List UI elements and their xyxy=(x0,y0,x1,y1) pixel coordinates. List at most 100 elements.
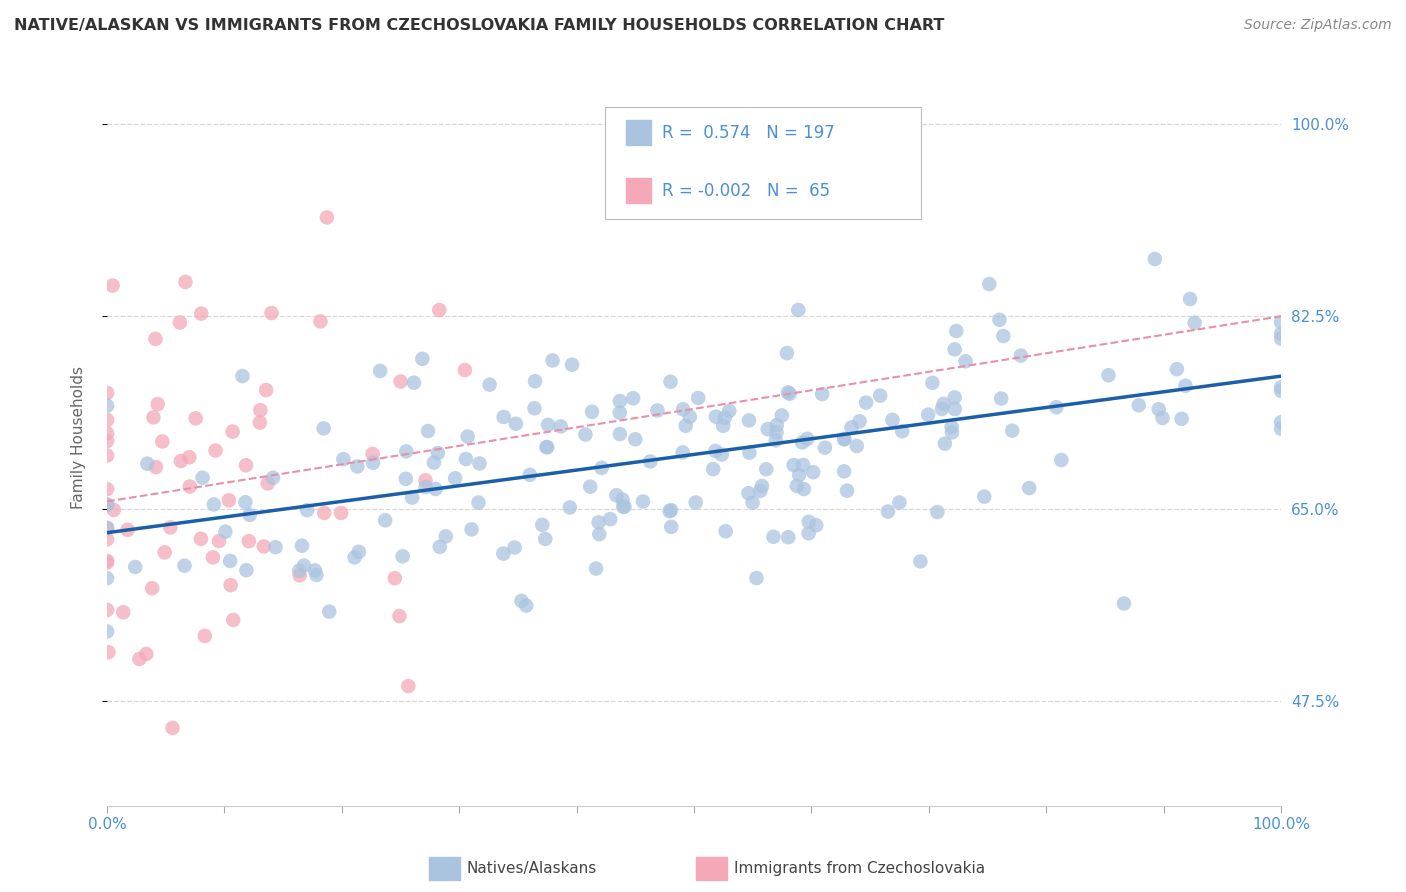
Point xyxy=(96,497,118,511)
Point xyxy=(468,457,491,471)
Point xyxy=(579,480,602,494)
Point xyxy=(738,445,761,459)
Point xyxy=(291,539,314,553)
Point xyxy=(194,629,217,643)
Point xyxy=(361,447,384,461)
Point xyxy=(988,313,1011,327)
Point xyxy=(659,520,682,534)
Point xyxy=(832,433,855,447)
Point xyxy=(756,422,779,436)
Point xyxy=(292,558,315,573)
Point xyxy=(612,492,634,507)
Point xyxy=(1097,368,1119,383)
Point xyxy=(97,645,120,659)
Point xyxy=(638,454,661,468)
Point xyxy=(162,721,184,735)
Point xyxy=(917,408,939,422)
Point xyxy=(704,444,727,458)
Point xyxy=(316,211,339,225)
Point xyxy=(778,530,800,544)
Point xyxy=(797,526,820,541)
Point xyxy=(391,549,413,564)
Point xyxy=(444,471,467,485)
Point xyxy=(877,504,900,518)
Point xyxy=(396,679,419,693)
Point xyxy=(222,613,245,627)
Point xyxy=(869,388,891,402)
Point xyxy=(145,460,167,475)
Point xyxy=(531,517,554,532)
Point xyxy=(581,405,603,419)
Point xyxy=(943,343,966,357)
Point xyxy=(1010,349,1032,363)
Point xyxy=(832,432,855,446)
Point xyxy=(588,516,610,530)
Point xyxy=(492,409,515,424)
Point xyxy=(96,556,118,570)
Point xyxy=(534,532,557,546)
Point xyxy=(312,421,335,435)
Point xyxy=(425,482,447,496)
Point xyxy=(675,418,697,433)
Point xyxy=(659,503,682,517)
Point xyxy=(738,413,761,427)
Point xyxy=(415,474,437,488)
Point xyxy=(832,464,855,478)
Point xyxy=(343,550,366,565)
Point xyxy=(1001,424,1024,438)
Point xyxy=(1184,316,1206,330)
Point xyxy=(541,353,564,368)
Point xyxy=(124,560,146,574)
Point xyxy=(751,479,773,493)
Point xyxy=(141,581,163,595)
Point xyxy=(792,458,814,472)
Point xyxy=(1112,597,1135,611)
Point xyxy=(536,440,558,454)
Point xyxy=(238,534,260,549)
Point xyxy=(305,568,328,582)
Y-axis label: Family Households: Family Households xyxy=(72,366,86,508)
Point xyxy=(204,443,226,458)
Point xyxy=(96,434,118,448)
Point xyxy=(96,624,118,639)
Point xyxy=(672,445,695,459)
Point xyxy=(96,426,118,441)
Point xyxy=(202,498,225,512)
Point xyxy=(704,409,727,424)
Point xyxy=(776,385,799,400)
Point xyxy=(330,506,353,520)
Point xyxy=(1018,481,1040,495)
Point xyxy=(492,547,515,561)
Point xyxy=(304,563,326,577)
Point xyxy=(219,554,242,568)
Point xyxy=(921,376,943,390)
Point xyxy=(558,500,581,515)
Text: Immigrants from Czechoslovakia: Immigrants from Czechoslovakia xyxy=(734,862,986,876)
Point xyxy=(993,329,1015,343)
Point xyxy=(1045,401,1067,415)
Point xyxy=(454,452,477,467)
Point xyxy=(797,515,820,529)
Text: R = -0.002   N =  65: R = -0.002 N = 65 xyxy=(662,182,831,200)
Point xyxy=(766,417,789,432)
Point xyxy=(423,456,446,470)
Point xyxy=(941,420,963,434)
Point xyxy=(264,540,287,554)
Point xyxy=(454,363,477,377)
Point xyxy=(787,467,810,482)
Point xyxy=(426,446,449,460)
Point xyxy=(96,603,118,617)
Point xyxy=(142,410,165,425)
Point xyxy=(792,435,814,450)
Point xyxy=(845,439,868,453)
Point xyxy=(457,429,479,443)
Point xyxy=(1270,326,1292,341)
Point xyxy=(806,518,828,533)
Point xyxy=(96,521,118,535)
Point xyxy=(945,324,967,338)
Point xyxy=(659,375,682,389)
Point xyxy=(96,571,118,585)
Point xyxy=(685,495,707,509)
Point xyxy=(931,402,953,417)
Point xyxy=(347,545,370,559)
